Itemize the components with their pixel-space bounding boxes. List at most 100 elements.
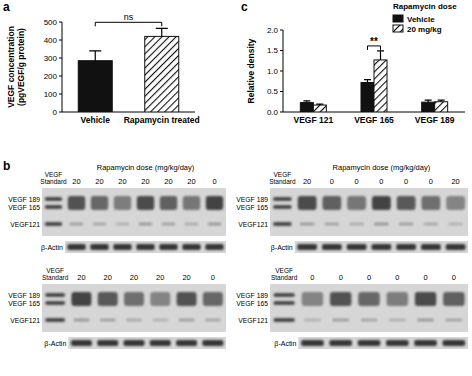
significance-label: ns (124, 12, 134, 22)
band (389, 319, 406, 322)
panel-label: c (241, 0, 248, 14)
band (448, 223, 463, 226)
blot-membrane (270, 188, 468, 236)
actin-label: β-Actin (44, 340, 66, 348)
band (98, 292, 118, 306)
lane-label: 20 (141, 177, 149, 186)
band (298, 196, 317, 210)
bar (422, 102, 435, 112)
actin-band (90, 244, 108, 250)
lane-label: 0 (211, 273, 215, 282)
band-label: VEGF 165 (8, 204, 40, 211)
lane-label: 0 (452, 273, 456, 282)
actin-membrane (298, 337, 468, 349)
y-tick-label: 0 (53, 108, 58, 117)
y-tick-label: 200 (44, 72, 58, 81)
plot-area (78, 28, 179, 112)
actin-band (202, 340, 223, 346)
bar (374, 60, 387, 112)
lane-label: VEGF (275, 267, 293, 274)
panel-c: c0.00.51.01.52.0Relative densityVEGF 121… (241, 0, 465, 125)
band (116, 223, 130, 226)
actin-band (443, 340, 466, 346)
band-label: VEGF 189 (8, 196, 40, 203)
band (273, 205, 292, 209)
lane-label: Standard (269, 178, 296, 185)
lane-label: VEGF (46, 267, 64, 274)
significance-label: ** (370, 36, 378, 47)
lane-label: 20 (118, 177, 126, 186)
bar (313, 105, 326, 112)
blot: VEGFStandard20202020200VEGF 189VEGF 165V… (8, 267, 226, 349)
actin-band (322, 244, 342, 250)
lane-label: Standard (271, 274, 298, 281)
blot-membrane (270, 284, 468, 332)
actin-band (182, 244, 200, 250)
actin-band (347, 244, 367, 250)
band (361, 319, 378, 322)
lane-label: 0 (310, 273, 314, 282)
blot-membrane (42, 188, 226, 236)
actin-label: β-Actin (41, 244, 63, 252)
band (324, 223, 339, 226)
band (114, 196, 131, 210)
lane-label: 0 (423, 273, 427, 282)
band (70, 223, 84, 226)
band (399, 223, 414, 226)
x-tick-label: Rapamycin treated (124, 115, 200, 125)
band (358, 292, 379, 306)
band (45, 205, 62, 209)
y-tick (59, 40, 62, 41)
band (206, 196, 223, 210)
band (387, 292, 408, 306)
lane-label: 0 (367, 273, 371, 282)
lane-label: 20 (156, 273, 164, 282)
blot: VEGFStandard000000VEGF 189VEGF 165VEGF12… (236, 267, 468, 349)
band (139, 223, 153, 226)
significance-bracket (95, 22, 162, 26)
band (347, 196, 366, 210)
y-tick (59, 94, 62, 95)
band (124, 292, 144, 306)
lane-label: 20 (451, 177, 459, 186)
band (445, 319, 462, 322)
band-label: VEGF 165 (236, 300, 268, 307)
actin-band (386, 340, 409, 346)
band (332, 319, 349, 322)
actin-label: β-Actin (274, 340, 296, 348)
band-label: VEGF 165 (8, 300, 40, 307)
actin-label: β-Actin (271, 244, 293, 252)
x-tick-label: VEGF 121 (293, 115, 333, 125)
y-tick (59, 112, 62, 113)
band (203, 292, 223, 306)
band (372, 196, 391, 210)
lane-label: 0 (395, 273, 399, 282)
lane-label: 20 (164, 177, 172, 186)
band (330, 292, 351, 306)
band (45, 318, 65, 322)
legend: Rapamycin doseVehicle20 mg/kg (393, 2, 457, 34)
figure: a0100200300400500VEGF concentration(pgVE… (0, 0, 472, 376)
bar (145, 36, 179, 112)
error-bar (377, 51, 384, 60)
band (100, 319, 116, 322)
y-tick (59, 22, 62, 23)
band (74, 319, 90, 322)
band (417, 319, 434, 322)
band (183, 196, 200, 210)
band (71, 292, 91, 306)
lane-label: 20 (104, 273, 112, 282)
lane-label: 0 (339, 273, 343, 282)
band (126, 319, 142, 322)
y-tick (280, 71, 283, 72)
actin-band (297, 244, 317, 250)
legend-label: 20 mg/kg (407, 25, 442, 34)
band (304, 319, 321, 322)
y-tick (59, 76, 62, 77)
bar (435, 102, 448, 112)
lane-label: 20 (187, 177, 195, 186)
y-axis (62, 22, 63, 112)
band-label: VEGF 165 (236, 204, 268, 211)
band (91, 196, 108, 210)
band (374, 223, 389, 226)
